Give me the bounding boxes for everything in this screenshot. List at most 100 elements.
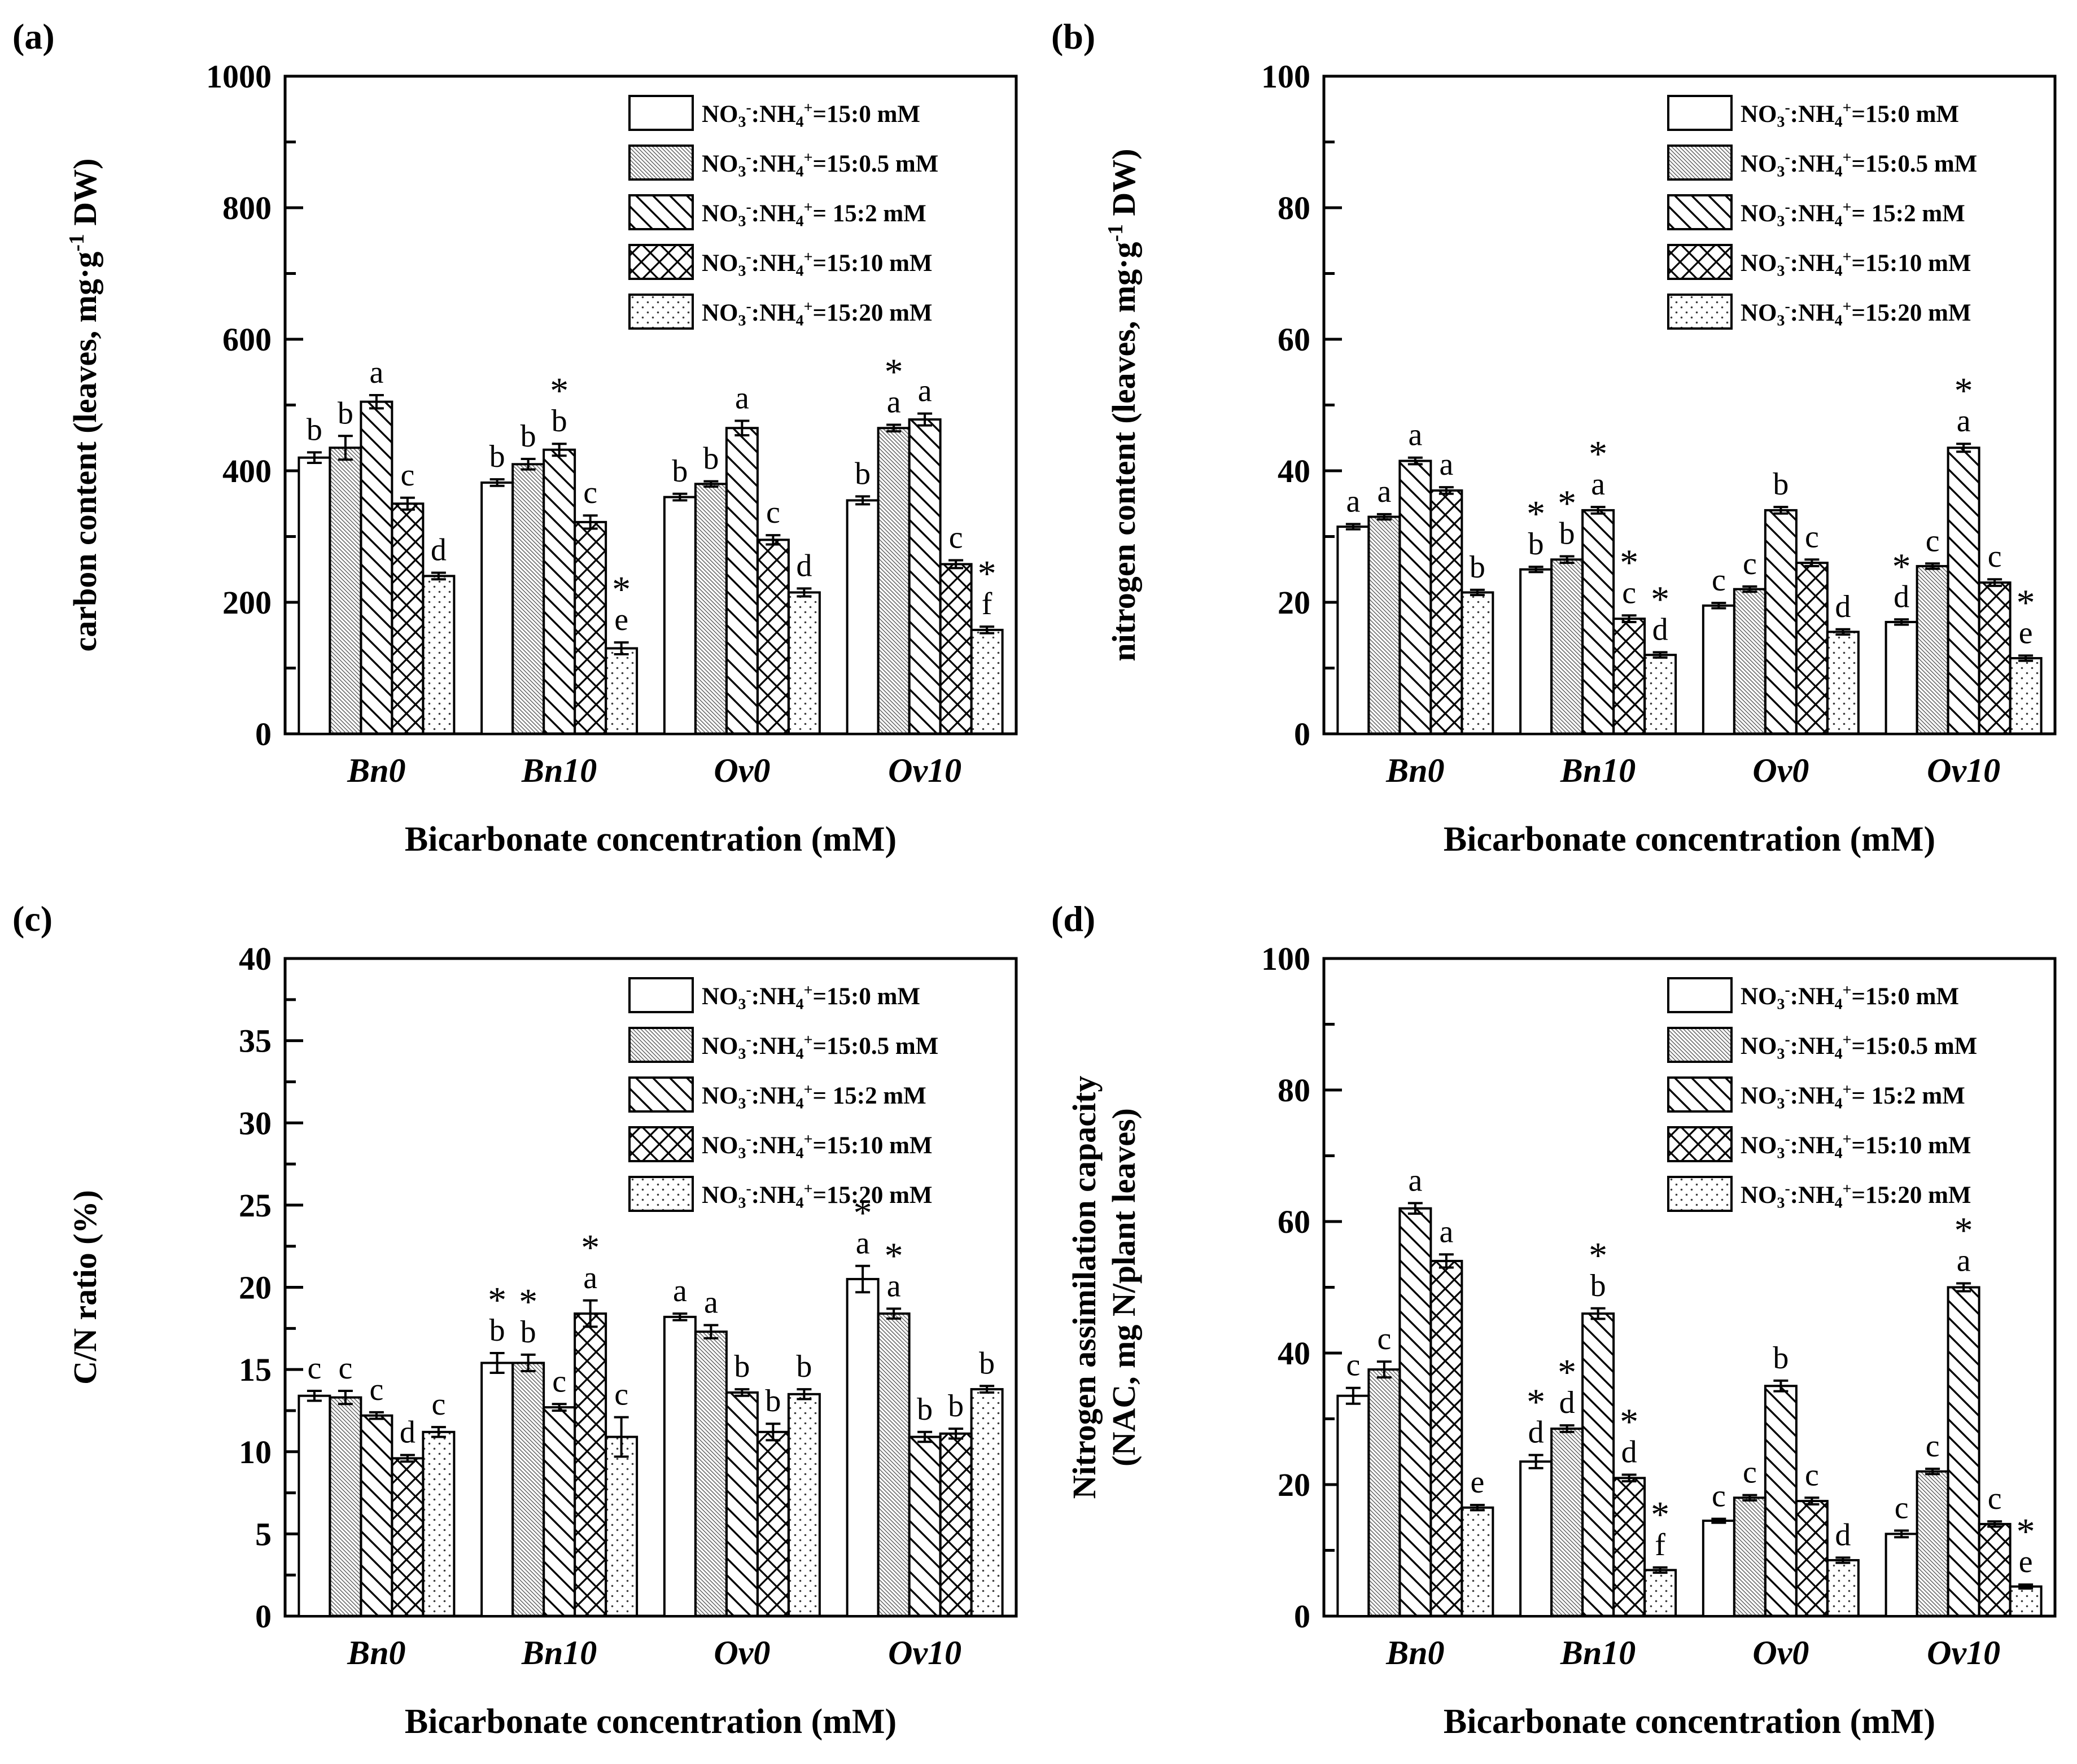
legend-label: NO3-:NH4+=15:0.5 mM [1741, 149, 1977, 181]
y-tick-label: 40 [239, 940, 272, 977]
y-tick-label: 35 [239, 1023, 272, 1060]
error-bar [766, 1422, 781, 1442]
y-tick-label: 600 [222, 321, 272, 358]
error-bar [1345, 1386, 1361, 1405]
error-bar [489, 1352, 505, 1374]
sig-letter: b [855, 456, 871, 491]
legend-label: NO3-:NH4+= 15:2 mM [702, 199, 926, 230]
error-bar [886, 1307, 902, 1320]
error-bar [1621, 614, 1637, 623]
error-bar [2018, 1583, 2034, 1590]
sig-letter: b [703, 441, 719, 476]
error-bar [1559, 555, 1575, 564]
sig-star: * [1527, 493, 1545, 535]
bar [1519, 568, 1553, 735]
bar [480, 481, 514, 735]
sig-star: * [885, 351, 903, 392]
group-label: Bn10 [521, 752, 597, 789]
legend-swatch-fine [628, 145, 694, 181]
y-axis-title-text: nitrogen content (leaves, mg·g-1 DW) [1104, 148, 1142, 661]
error-bar [1804, 558, 1820, 567]
sig-letter: b [917, 1392, 933, 1427]
bar [1367, 515, 1401, 735]
group-label: Bn10 [1560, 1634, 1636, 1671]
y-axis-title: carbon content (leaves, mg·g-1 DW) [65, 159, 103, 652]
error-bar [1590, 506, 1606, 515]
chart-d-nac: 0 20 40 60 80 100 Nitrogen assimilation capaci… [1066, 940, 2057, 1671]
sig-letter: c [369, 1372, 383, 1407]
bar [877, 427, 911, 735]
sig-letter: b [1528, 527, 1544, 562]
legend-label: NO3-:NH4+= 15:2 mM [1741, 1081, 1965, 1113]
panel-b: (b) 0 20 40 60 80 100 nitrogen content (leaves… [1039, 0, 2077, 882]
error-bar [672, 492, 688, 502]
bar [422, 575, 456, 736]
error-bar [1742, 1494, 1757, 1502]
sig-letter: a [704, 1285, 718, 1320]
bar [1461, 1506, 1494, 1618]
bar [1916, 1470, 1949, 1617]
bar [480, 1362, 514, 1617]
bar [1733, 588, 1766, 735]
sig-letter: a [1591, 467, 1605, 502]
sig-letter: d [1835, 589, 1851, 624]
error-bar [369, 1411, 384, 1420]
bar [970, 628, 1004, 736]
error-bar [797, 587, 812, 598]
bar [298, 1394, 331, 1617]
bar [1795, 1500, 1829, 1617]
bar [1336, 526, 1370, 736]
sig-star: * [1589, 1235, 1607, 1276]
error-bar [521, 458, 536, 471]
y-tick-label: 400 [222, 453, 272, 489]
sig-star: * [1954, 370, 1973, 412]
legend-swatch-dots [628, 1176, 694, 1212]
bar [939, 1432, 973, 1618]
x-axis-title-c: Bicarbonate concentration (mM) [404, 1702, 897, 1741]
legend-label: NO3-:NH4+=15:0 mM [1741, 99, 1959, 131]
sig-letter: a [1957, 404, 1971, 439]
y-axis-title-text: (NAC, mg N/plant leaves) [1105, 1108, 1142, 1467]
error-bar [1438, 1253, 1454, 1269]
y-tick-label: 60 [1278, 321, 1310, 358]
sig-letter: b [796, 1349, 812, 1384]
sig-letter: c [583, 475, 597, 510]
error-bar [338, 1389, 353, 1406]
bar [1795, 562, 1829, 735]
bar [877, 1312, 911, 1617]
legend-swatch-diag [628, 194, 694, 230]
sig-letter: b [1559, 516, 1575, 551]
legend-label: NO3-:NH4+=15:10 mM [1741, 248, 1971, 280]
bar [1429, 1259, 1463, 1617]
error-bar [1711, 1517, 1726, 1524]
error-bar [431, 571, 446, 581]
error-bar [948, 1427, 964, 1440]
bar [663, 1315, 697, 1617]
legend-swatch-blank [628, 977, 694, 1013]
sig-letter: e [2019, 615, 2033, 650]
sig-letter: c [431, 1387, 445, 1422]
bar [1612, 1477, 1646, 1617]
y-axis-title: C/N ratio (%) [67, 1190, 103, 1385]
error-bar [489, 478, 505, 487]
bar [1398, 459, 1432, 736]
bar [970, 1388, 1004, 1617]
bar [422, 1430, 456, 1617]
error-bar [1742, 585, 1757, 593]
bar [1884, 620, 1918, 735]
bar [1978, 581, 2012, 736]
legend-label: NO3-:NH4+=15:10 mM [702, 248, 932, 280]
legend-label: NO3-:NH4+=15:0 mM [702, 982, 920, 1013]
legend-swatch-blank [1667, 977, 1733, 1013]
bar [846, 1277, 880, 1617]
error-bar [1470, 588, 1485, 597]
error-bar [1804, 1496, 1820, 1505]
error-bar [1652, 1566, 1668, 1574]
group-label: Ov0 [1752, 752, 1809, 789]
legend-label: NO3-:NH4+=15:10 mM [702, 1131, 932, 1162]
bar [1978, 1522, 2012, 1618]
bar [846, 499, 880, 735]
sig-letter: a [918, 374, 932, 409]
error-bar [948, 559, 964, 570]
